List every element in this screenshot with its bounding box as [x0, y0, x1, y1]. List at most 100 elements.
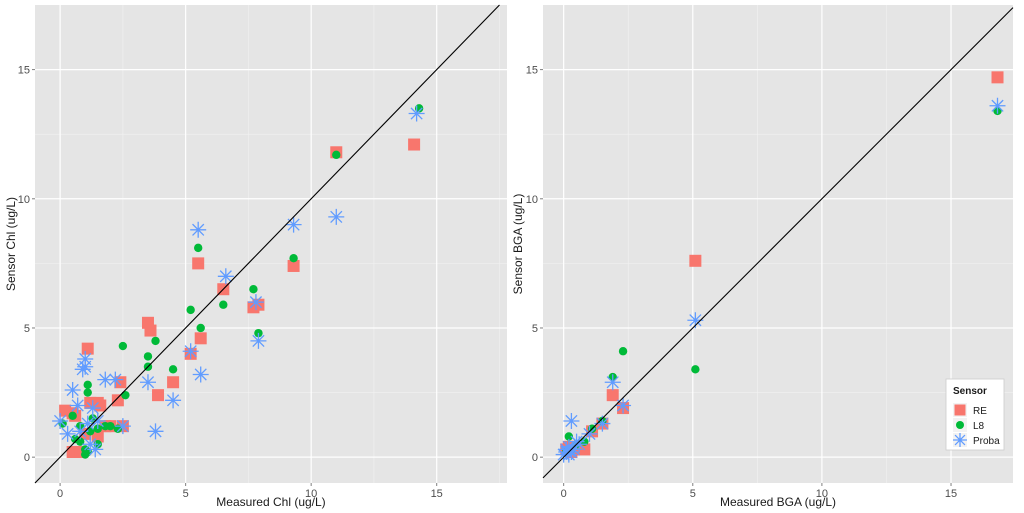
y-tick-label: 10: [18, 194, 30, 206]
proba-point: [182, 343, 199, 360]
proba-point: [79, 415, 96, 432]
y-axis-label: Sensor Chl (ug/L): [4, 197, 18, 291]
x-tick-label: 15: [431, 488, 443, 500]
legend-label-re: RE: [973, 406, 987, 417]
l8-point: [691, 365, 700, 374]
y-axis-label: Sensor BGA (ug/L): [511, 194, 525, 295]
proba-point: [69, 397, 86, 414]
l8-point: [106, 421, 115, 431]
proba-point: [72, 423, 89, 440]
l8-point: [83, 388, 92, 397]
proba-point: [250, 332, 267, 349]
y-tick-label: 15: [526, 65, 538, 77]
bga-scatter-panel: 0 5 10 15 0 5 10 15 Measured BGA (ug/L) Sensor BG…: [511, 5, 1014, 509]
proba-point: [604, 374, 621, 391]
proba-point: [165, 392, 182, 409]
re-point: [192, 257, 205, 270]
proba-point: [581, 425, 598, 442]
x-tick-label: 0: [57, 488, 63, 500]
re-point: [287, 259, 300, 272]
y-tick-label: 5: [532, 323, 538, 335]
legend-label-proba: Proba: [973, 436, 1000, 447]
x-tick-label: 15: [945, 488, 957, 500]
proba-point: [687, 312, 704, 329]
l8-point: [151, 336, 160, 346]
re-point: [81, 342, 94, 355]
series-proba: [555, 97, 1006, 463]
proba-point: [192, 366, 209, 383]
x-tick-label: 10: [816, 488, 828, 500]
x-tick-label: 10: [305, 488, 317, 500]
legend-key-proba: [953, 433, 967, 447]
legend-key-l8: [956, 421, 964, 429]
plot-panel: [543, 5, 1013, 483]
proba-point: [563, 412, 580, 429]
chl-scatter-panel: 0 5 10 15 0 5 10 15 Measured Chl (ug/L) Sensor Ch…: [4, 4, 507, 509]
l8-point: [118, 341, 128, 351]
proba-point: [190, 221, 207, 238]
legend-key-re: [954, 404, 966, 416]
l8-point: [186, 305, 195, 315]
y-tick-label: 5: [24, 323, 30, 335]
proba-point: [114, 418, 131, 435]
legend: Sensor RE L8 Proba: [945, 378, 1005, 451]
proba-point: [328, 208, 345, 225]
x-tick-label: 0: [561, 488, 567, 500]
l8-point: [68, 411, 77, 421]
proba-point: [594, 415, 611, 432]
proba-point: [560, 438, 577, 455]
y-tick-label: 10: [526, 194, 538, 206]
proba-point: [64, 381, 81, 398]
proba-point: [52, 412, 69, 429]
x-tick-label: 5: [690, 488, 696, 500]
proba-point: [571, 436, 588, 453]
y-tick-label: 0: [24, 452, 30, 464]
re-point: [59, 404, 72, 417]
l8-point: [564, 432, 574, 441]
l8-point: [168, 365, 178, 374]
series-proba: [52, 105, 425, 458]
x-tick-label: 5: [183, 488, 189, 500]
proba-point: [147, 423, 164, 440]
y-tick-label: 0: [532, 452, 538, 464]
proba-point: [285, 216, 302, 233]
proba-point: [84, 400, 101, 417]
re-point: [991, 71, 1004, 84]
re-point: [111, 394, 124, 407]
x-axis-label: Measured BGA (ug/L): [720, 495, 836, 509]
l8-point: [121, 390, 130, 400]
identity-line: [34, 4, 500, 484]
proba-point: [87, 441, 104, 458]
l8-point: [289, 254, 298, 263]
y-tick-label: 15: [18, 65, 30, 77]
proba-point: [139, 374, 156, 391]
proba-point: [89, 412, 106, 429]
l8-point: [332, 150, 341, 160]
proba-point: [247, 294, 264, 311]
proba-point: [97, 371, 114, 388]
legend-title: Sensor: [953, 386, 987, 397]
re-point: [152, 389, 165, 402]
l8-point: [219, 300, 228, 309]
proba-point: [615, 397, 632, 414]
proba-point: [217, 268, 234, 285]
l8-point: [249, 285, 258, 294]
proba-point: [59, 425, 76, 442]
re-point: [689, 254, 702, 267]
proba-point: [989, 97, 1006, 114]
re-point: [606, 389, 619, 402]
re-point: [408, 138, 421, 151]
legend-label-l8: L8: [973, 421, 985, 432]
l8-point: [196, 323, 205, 333]
l8-point: [83, 380, 92, 390]
proba-point: [77, 350, 94, 367]
re-point: [194, 332, 207, 345]
l8-point: [618, 347, 628, 356]
re-point: [144, 324, 157, 337]
proba-point: [408, 105, 425, 122]
l8-point: [143, 352, 153, 361]
re-point: [167, 376, 180, 389]
identity-line: [542, 7, 1014, 479]
proba-point: [107, 371, 124, 388]
